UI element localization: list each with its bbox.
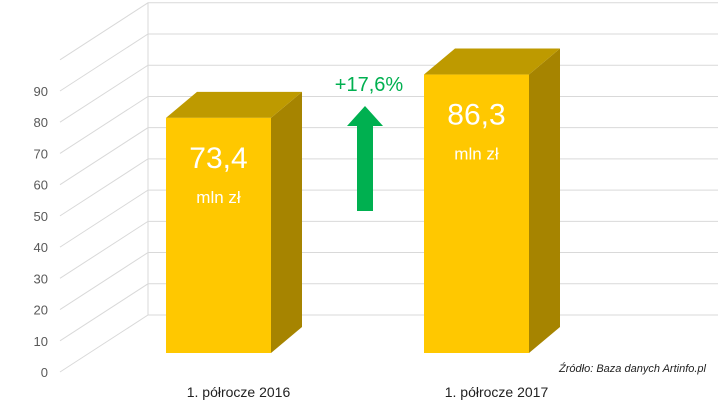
bar-side [271, 91, 302, 353]
source-note: Źródło: Baza danych Artinfo.pl [559, 363, 706, 375]
bar-value-label: 86,3 [447, 99, 505, 132]
y-tick-label: 10 [34, 334, 48, 349]
y-tick-label: 60 [34, 178, 48, 193]
change-label: +17,6% [335, 74, 404, 96]
gridline [59, 283, 718, 342]
y-tick-label: 90 [34, 84, 48, 99]
y-axis-ticks: 0 10 20 30 40 50 60 70 80 90 [34, 84, 48, 380]
bar: 73,4 mln zł [166, 91, 302, 353]
bars: 73,4 mln zł 86,3 mln zł [166, 48, 560, 354]
y-tick-label: 0 [41, 365, 48, 380]
x-tick-label: 1. półrocze 2017 [445, 384, 549, 400]
bar-unit-label: mln zł [454, 145, 499, 164]
y-tick-label: 80 [34, 115, 48, 130]
gridline [59, 158, 718, 217]
y-tick-label: 30 [34, 271, 48, 286]
gridline [59, 220, 718, 279]
bar-side [529, 48, 560, 354]
bar-unit-label: mln zł [196, 188, 241, 207]
y-tick-label: 70 [34, 146, 48, 161]
gridline [59, 2, 718, 61]
y-tick-label: 20 [34, 303, 48, 318]
y-tick-label: 50 [34, 209, 48, 224]
gridline [59, 189, 718, 248]
gridlines [59, 2, 718, 373]
bar-front [166, 117, 271, 353]
y-tick-label: 40 [34, 240, 48, 255]
bar-value-label: 73,4 [189, 142, 247, 175]
bar-top [166, 91, 302, 118]
x-axis-labels: 1. półrocze 2016 1. półrocze 2017 [187, 384, 549, 400]
up-arrow-icon [347, 106, 383, 211]
gridline [59, 127, 718, 186]
bar-top [424, 48, 560, 75]
bar-front [424, 74, 529, 354]
bar: 86,3 mln zł [424, 48, 560, 354]
gridline [59, 95, 718, 154]
gridline [59, 252, 718, 310]
change-indicator: +17,6% [335, 74, 404, 211]
x-tick-label: 1. półrocze 2016 [187, 384, 291, 400]
